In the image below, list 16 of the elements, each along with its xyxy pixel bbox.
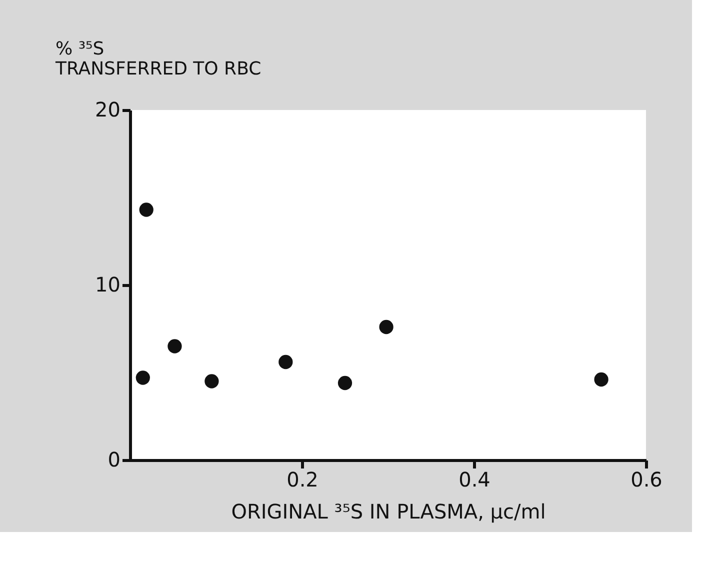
y-tick-label: 10 <box>95 272 120 296</box>
point <box>136 370 150 385</box>
point <box>139 202 154 217</box>
x-tick-label: 0.2 <box>286 468 318 492</box>
y-axis-title: % ³⁵S TRANSFERRED TO RBC <box>54 38 262 80</box>
point <box>338 376 352 390</box>
point <box>379 320 394 334</box>
y-tick-label: 20 <box>95 98 120 122</box>
point <box>204 374 219 388</box>
y-tick-label: 0 <box>108 448 120 472</box>
x-tick-label: 0.4 <box>458 468 490 492</box>
point <box>594 372 608 387</box>
x-tick-label: 0.6 <box>630 468 662 492</box>
point <box>278 354 293 370</box>
x-axis-title: ORIGINAL ³⁵S IN PLASMA, µc/ml <box>231 500 546 524</box>
point <box>168 339 182 354</box>
